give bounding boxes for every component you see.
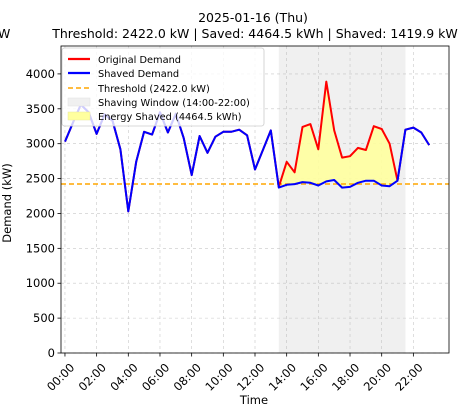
x-tick-label: 22:00	[392, 360, 425, 393]
neighbor-clip-text: W	[0, 26, 10, 41]
y-tick-label: 2000	[26, 206, 55, 220]
y-tick-label: 3000	[26, 137, 55, 151]
shaving-window-band	[278, 46, 406, 353]
series-shaved-demand	[64, 103, 431, 213]
legend: Original Demand Shaved Demand Threshold …	[61, 47, 265, 127]
x-tick-label: 12:00	[234, 360, 267, 393]
x-axis-ticks: 00:0002:0004:0006:0008:0010:0012:0014:00…	[44, 353, 426, 394]
y-tick-label: 500	[33, 311, 55, 325]
x-tick-label: 02:00	[76, 360, 109, 393]
legend-label-window: Shaving Window (14:00-22:00)	[98, 98, 250, 109]
legend-swatch-energy	[67, 111, 91, 121]
x-tick-label: 20:00	[361, 360, 394, 393]
x-tick-label: 14:00	[266, 360, 299, 393]
legend-label-threshold: Threshold (2422.0 kW)	[97, 84, 210, 95]
x-tick-label: 08:00	[171, 360, 204, 393]
y-tick-label: 1000	[26, 276, 55, 290]
y-tick-label: 2500	[26, 172, 55, 186]
y-tick-label: 3500	[26, 102, 55, 116]
legend-label-shaved: Shaved Demand	[98, 69, 179, 80]
x-tick-label: 06:00	[139, 360, 172, 393]
x-tick-label: 16:00	[297, 360, 330, 393]
y-tick-label: 0	[48, 346, 55, 360]
y-axis-title: Demand (kW)	[0, 163, 14, 242]
x-tick-label: 00:00	[44, 360, 77, 393]
y-tick-label: 4000	[26, 67, 55, 81]
legend-box	[61, 47, 265, 127]
y-axis-ticks: 0 500 1000 1500 2000 2500 3000 3500 4000	[26, 67, 61, 360]
chart-subtitle: Threshold: 2422.0 kW | Saved: 4464.5 kWh…	[51, 26, 457, 41]
x-axis-title: Time	[239, 393, 268, 407]
x-tick-label: 04:00	[107, 360, 140, 393]
x-tick-label: 10:00	[202, 360, 235, 393]
x-tick-label: 18:00	[329, 360, 362, 393]
legend-swatch-window	[67, 97, 91, 107]
energy-shaved-area	[278, 81, 406, 188]
chart-title: 2025-01-16 (Thu)	[198, 10, 308, 25]
legend-label-energy: Energy Shaved (4464.5 kWh)	[98, 112, 242, 123]
y-tick-label: 1500	[26, 241, 55, 255]
legend-label-original: Original Demand	[98, 55, 181, 66]
